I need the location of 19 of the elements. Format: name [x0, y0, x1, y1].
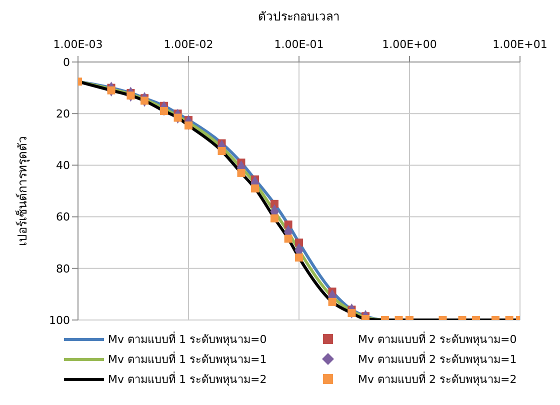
- y-tick-label: 60: [56, 210, 70, 224]
- y-tick-label: 0: [63, 56, 70, 69]
- x-tick-label: 1.00E+01: [492, 38, 548, 51]
- y-tick-label: 20: [56, 108, 70, 121]
- legend-label: Mv ตามแบบที่ 1 ระดับพหุนาม=2: [108, 370, 267, 388]
- legend-label: Mv ตามแบบที่ 2 ระดับพหุนาม=0: [358, 330, 517, 348]
- legend-label: Mv ตามแบบที่ 1 ระดับพหุนาม=1: [108, 350, 267, 368]
- legend-label: Mv ตามแบบที่ 2 ระดับพหุนาม=1: [358, 350, 517, 368]
- y-tick-label: 40: [56, 159, 70, 172]
- x-tick-label: 1.00E-01: [274, 38, 324, 51]
- legend-label: Mv ตามแบบที่ 1 ระดับพหุนาม=0: [108, 330, 267, 348]
- x-tick-label: 1.00E-03: [53, 38, 103, 51]
- x-tick-label: 1.00E-02: [164, 38, 214, 51]
- x-tick-label: 1.00E+00: [382, 38, 437, 51]
- legend-label: Mv ตามแบบที่ 2 ระดับพหุนาม=2: [358, 370, 517, 388]
- y-tick-label: 100: [49, 314, 70, 327]
- x-axis-title: ตัวประกอบเวลา: [258, 10, 340, 24]
- y-tick-label: 80: [56, 262, 70, 276]
- y-axis-title: เปอร์เซ็นต์การทรุดตัว: [14, 136, 30, 246]
